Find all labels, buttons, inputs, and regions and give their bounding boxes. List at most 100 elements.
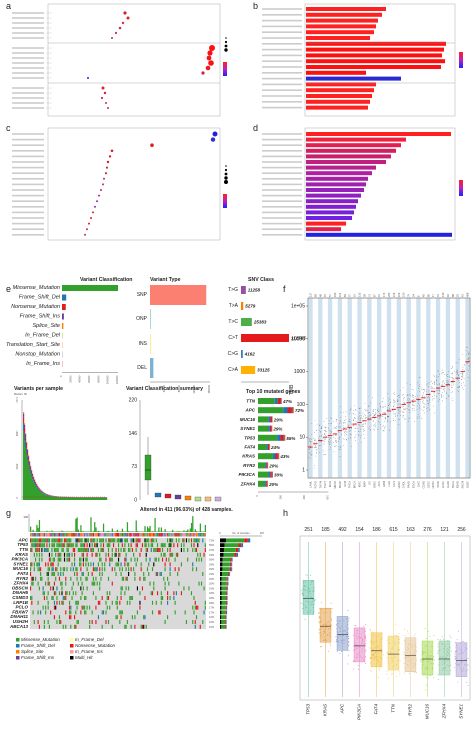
onco-cell: [58, 557, 61, 562]
vps-bar: [97, 497, 99, 500]
vps-bar: [63, 497, 65, 500]
onco-gene: PCLO: [15, 605, 28, 610]
onco-cell: [159, 572, 161, 576]
onco-cell: [195, 605, 198, 610]
tmb-count: 72: [367, 294, 371, 297]
tmb-cancer-label: CESC: [426, 481, 430, 488]
box-point: [437, 646, 439, 648]
tmb-cancer-label: THYM: [318, 481, 322, 488]
tmb-point: [451, 386, 453, 388]
snv-bar: [241, 286, 246, 294]
onco-annotation: [192, 533, 194, 537]
onco-annotation: [102, 533, 105, 537]
tmb-stripe: [421, 298, 426, 478]
tmb-point: [447, 376, 448, 378]
onco-cell: [91, 581, 93, 586]
onco-cell: [101, 610, 103, 615]
tmb-point: [398, 424, 400, 425]
onco-annotation: [195, 533, 198, 537]
tmb-point: [436, 383, 437, 385]
vps-bar: [83, 497, 85, 500]
onco-annotation: [43, 533, 46, 537]
enrichment-dot: [212, 131, 218, 137]
vps-bar: [104, 497, 106, 500]
term-label-bar: [12, 144, 44, 146]
onco-annotation: [170, 533, 173, 537]
tmb-count: 57: [328, 294, 332, 297]
onco-cell: [79, 548, 81, 552]
tmb-point: [388, 398, 390, 400]
tmb-point: [448, 383, 449, 385]
enrichment-bar: [306, 154, 391, 159]
onco-cell: [47, 538, 49, 543]
onco-cell: [55, 605, 57, 610]
tmb-point: [367, 396, 369, 397]
tmb-point: [441, 385, 443, 386]
tmb-point: [315, 446, 317, 448]
vps-bar: [40, 490, 42, 491]
enrichment-bar: [306, 182, 366, 187]
box-point: [336, 650, 338, 652]
tmb-point: [438, 400, 440, 402]
top10-bar: [270, 416, 272, 423]
onco-cell: [70, 576, 72, 581]
tmb-stripe: [318, 298, 323, 478]
tmb-point: [330, 437, 332, 439]
top10-gene: MUC16: [240, 417, 256, 422]
onco-tmb-bar: [185, 530, 188, 532]
tmb-point: [385, 405, 386, 407]
tmb-point: [350, 436, 351, 438]
vps-tick: 4847: [15, 430, 19, 436]
tmb-stripe: [465, 298, 470, 478]
onco-cell: [53, 581, 56, 586]
vps-bar: [24, 424, 26, 428]
box-point: [403, 639, 405, 641]
onco-cell: [46, 538, 48, 543]
onco-tmb-bar: [143, 531, 145, 532]
box-point: [457, 630, 459, 632]
term-label-bar: [12, 37, 44, 39]
tmb-point: [384, 418, 386, 420]
onco-annotation: [131, 533, 134, 537]
vps-bar: [35, 485, 37, 500]
onco-freq-bar: [220, 591, 222, 596]
snv-label: T>C: [228, 319, 238, 325]
tmb-point: [325, 430, 327, 432]
box-point: [347, 642, 349, 644]
onco-cell: [52, 562, 54, 567]
box-point: [386, 657, 388, 659]
box-point: [318, 613, 320, 615]
onco-cell: [187, 548, 189, 552]
tmb-cancer-label: UCEC: [397, 481, 401, 488]
enrichment-dot: [126, 16, 130, 20]
term-label-bar: [262, 194, 302, 197]
term-label-bar: [12, 77, 44, 79]
vps-bar: [24, 423, 26, 425]
tmb-point: [411, 402, 413, 404]
onco-cell: [62, 567, 64, 572]
onco-freq-bar: [241, 543, 244, 548]
onco-tmb-bar: [179, 531, 181, 532]
onco-cell: [125, 552, 127, 557]
tmb-point: [393, 400, 395, 401]
panel-c-frame: [47, 127, 221, 241]
tmb-point: [329, 449, 331, 450]
onco-cell: [41, 576, 43, 581]
tmb-point: [324, 454, 326, 456]
term-label-bar: [12, 27, 44, 29]
tmb-point: [458, 382, 460, 383]
box-point: [370, 671, 372, 673]
top10-bar: [283, 434, 285, 441]
onco-cell: [167, 596, 169, 600]
tmb-point: [400, 415, 401, 416]
box-gene-label: FAT4: [374, 704, 379, 715]
onco-cell: [70, 605, 72, 610]
onco-cell: [162, 557, 164, 562]
onco-cell: [56, 567, 58, 572]
tmb-point: [414, 405, 416, 407]
onco-annotation: [193, 533, 195, 537]
onco-cell: [178, 581, 180, 586]
onco-cell: [81, 548, 83, 552]
tmb-point: [443, 388, 445, 390]
onco-annotation: [149, 533, 151, 537]
